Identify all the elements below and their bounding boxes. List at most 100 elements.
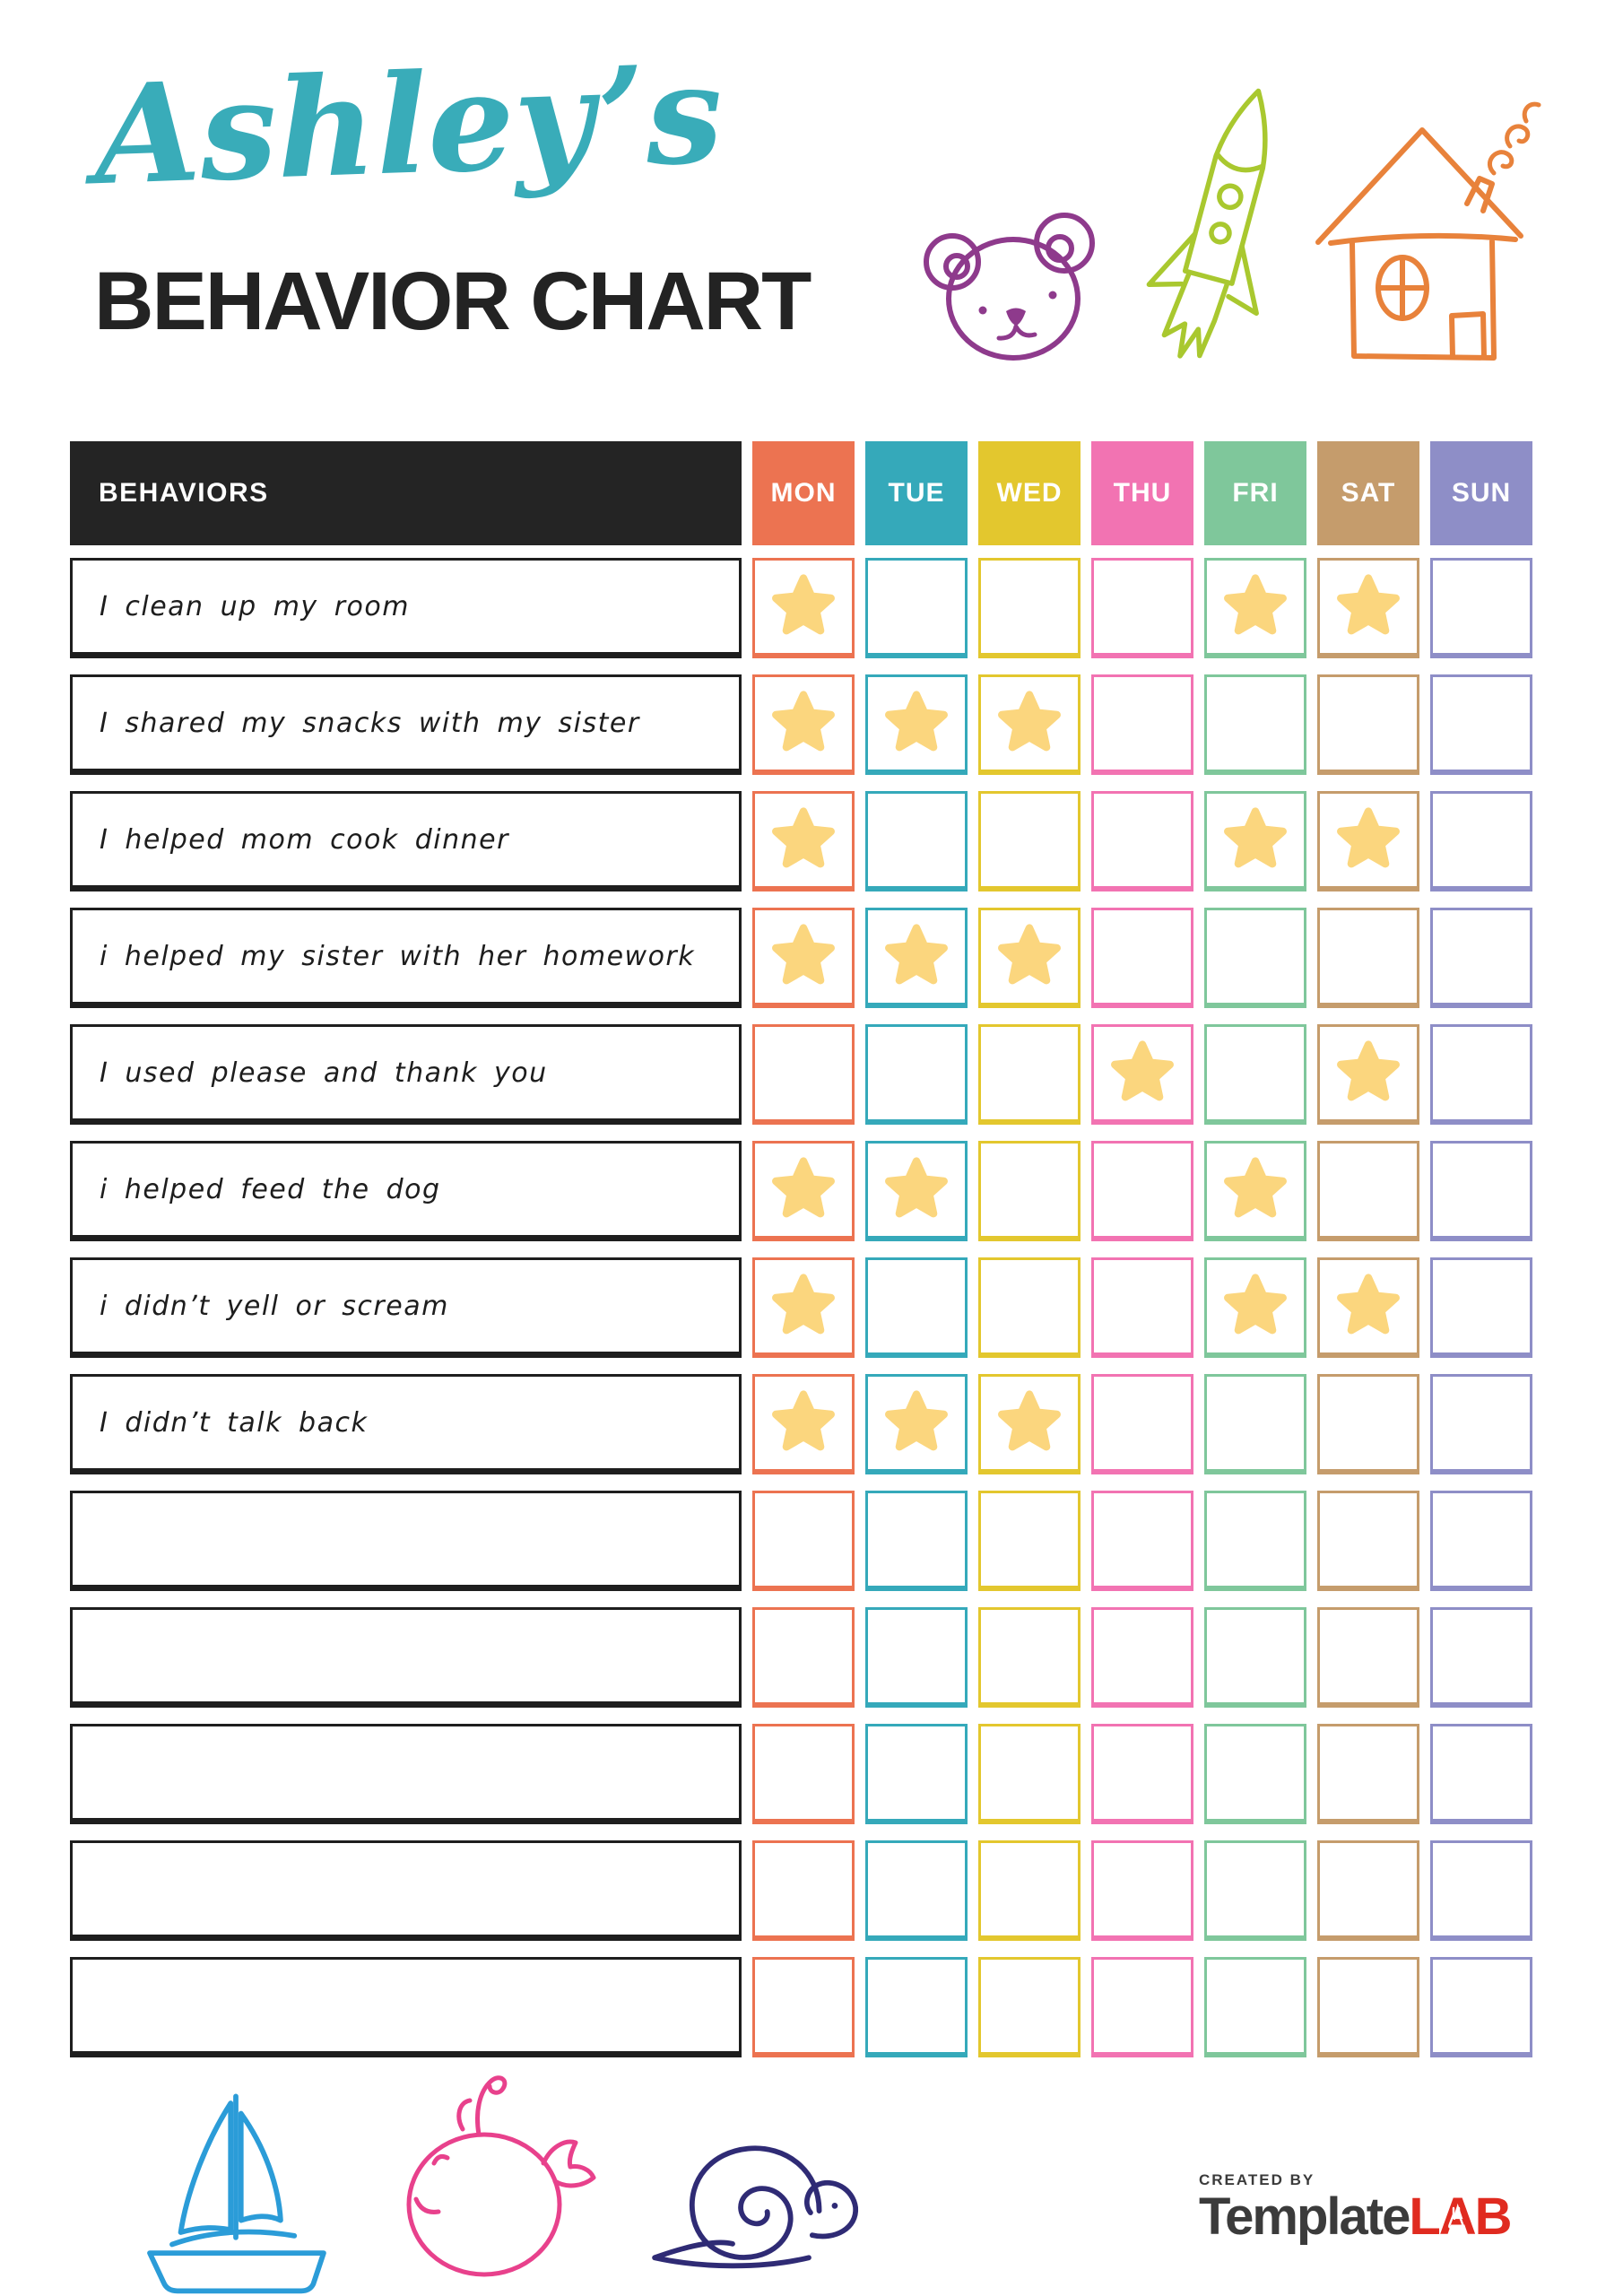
day-header-thu: THU (1091, 441, 1193, 545)
page-title: BEHAVIOR CHART (94, 256, 812, 347)
behavior-label-row-10 (70, 1607, 742, 1708)
cell-mon-row-8 (752, 1374, 855, 1474)
cell-wed-row-12 (978, 1840, 1081, 1941)
cell-thu-row-13 (1091, 1957, 1193, 2057)
cell-fri-row-10 (1204, 1607, 1306, 1708)
cell-sun-row-2 (1430, 674, 1532, 775)
star-icon (885, 690, 948, 751)
cell-fri-row-7 (1204, 1257, 1306, 1358)
cell-fri-row-5 (1204, 1024, 1306, 1125)
behavior-label-row-6: i helped feed the dog (70, 1141, 742, 1241)
day-header-wed: WED (978, 441, 1081, 545)
cell-wed-row-13 (978, 1957, 1081, 2057)
star-icon (885, 923, 948, 984)
cell-sun-row-9 (1430, 1491, 1532, 1591)
house-doodle-icon (1289, 94, 1549, 363)
brand-lab-text: LAB (1409, 2187, 1512, 2246)
day-header-sun: SUN (1430, 441, 1532, 545)
brand-template-text: Template (1199, 2187, 1410, 2246)
cell-sun-row-5 (1430, 1024, 1532, 1125)
snail-doodle-icon (632, 2127, 883, 2275)
cell-sun-row-4 (1430, 908, 1532, 1008)
cell-mon-row-6 (752, 1141, 855, 1241)
cell-fri-row-6 (1204, 1141, 1306, 1241)
chart-body: I clean up my room I shared my snacks wit… (70, 558, 1532, 2057)
cell-fri-row-4 (1204, 908, 1306, 1008)
child-name-title: Ashley’s (91, 32, 725, 216)
behaviors-column-header: BEHAVIORS (70, 441, 742, 545)
cell-sun-row-6 (1430, 1141, 1532, 1241)
behavior-label-row-13 (70, 1957, 742, 2057)
cell-fri-row-1 (1204, 558, 1306, 658)
cell-mon-row-7 (752, 1257, 855, 1358)
cell-wed-row-6 (978, 1141, 1081, 1241)
star-icon (1337, 573, 1400, 634)
cell-fri-row-2 (1204, 674, 1306, 775)
cell-thu-row-4 (1091, 908, 1193, 1008)
cell-fri-row-12 (1204, 1840, 1306, 1941)
day-header-sat: SAT (1317, 441, 1419, 545)
sailboat-doodle-icon (124, 2083, 348, 2296)
star-icon (772, 573, 835, 634)
star-icon (772, 1273, 835, 1334)
cell-mon-row-1 (752, 558, 855, 658)
cell-sat-row-12 (1317, 1840, 1419, 1941)
cell-thu-row-3 (1091, 791, 1193, 891)
cell-sat-row-7 (1317, 1257, 1419, 1358)
day-header-fri: FRI (1204, 441, 1306, 545)
star-icon (1111, 1039, 1174, 1100)
cell-mon-row-9 (752, 1491, 855, 1591)
cell-mon-row-11 (752, 1724, 855, 1824)
star-icon (772, 690, 835, 751)
cell-mon-row-10 (752, 1607, 855, 1708)
star-icon (1224, 806, 1287, 867)
cell-sat-row-6 (1317, 1141, 1419, 1241)
cell-sun-row-3 (1430, 791, 1532, 891)
cell-mon-row-2 (752, 674, 855, 775)
star-icon (1337, 1039, 1400, 1100)
behavior-label-row-7: i didn’t yell or scream (70, 1257, 742, 1358)
cell-thu-row-10 (1091, 1607, 1193, 1708)
cell-thu-row-12 (1091, 1840, 1193, 1941)
cell-mon-row-4 (752, 908, 855, 1008)
cell-thu-row-6 (1091, 1141, 1193, 1241)
cell-tue-row-7 (865, 1257, 968, 1358)
cell-thu-row-1 (1091, 558, 1193, 658)
behavior-chart-table: BEHAVIORS MON TUE WED THU FRI SAT SUN I clean … (70, 441, 1532, 2057)
cell-mon-row-12 (752, 1840, 855, 1941)
star-icon (1224, 573, 1287, 634)
cell-tue-row-9 (865, 1491, 968, 1591)
cell-sat-row-3 (1317, 791, 1419, 891)
created-by-label: CREATED BY (1199, 2171, 1315, 2188)
cell-wed-row-1 (978, 558, 1081, 658)
cell-fri-row-13 (1204, 1957, 1306, 2057)
behavior-label-row-3: I helped mom cook dinner (70, 791, 742, 891)
star-icon (1337, 806, 1400, 867)
behavior-label-row-8: I didn’t talk back (70, 1374, 742, 1474)
behavior-label-row-2: I shared my snacks with my sister (70, 674, 742, 775)
cell-mon-row-3 (752, 791, 855, 891)
cell-sun-row-8 (1430, 1374, 1532, 1474)
cell-fri-row-9 (1204, 1491, 1306, 1591)
cell-sun-row-7 (1430, 1257, 1532, 1358)
cell-tue-row-12 (865, 1840, 968, 1941)
star-icon (772, 923, 835, 984)
rocket-doodle-icon (1095, 59, 1347, 400)
cell-tue-row-8 (865, 1374, 968, 1474)
cell-thu-row-7 (1091, 1257, 1193, 1358)
star-icon (998, 923, 1061, 984)
cell-tue-row-3 (865, 791, 968, 891)
star-icon (998, 1389, 1061, 1450)
cell-wed-row-3 (978, 791, 1081, 891)
star-icon (772, 1156, 835, 1217)
behavior-label-row-4: i helped my sister with her homework (70, 908, 742, 1008)
cell-mon-row-13 (752, 1957, 855, 2057)
cell-tue-row-4 (865, 908, 968, 1008)
cell-thu-row-11 (1091, 1724, 1193, 1824)
cell-wed-row-5 (978, 1024, 1081, 1125)
cell-fri-row-11 (1204, 1724, 1306, 1824)
cell-sat-row-2 (1317, 674, 1419, 775)
templatelab-logo: CREATED BY TemplateLAB (1199, 2171, 1513, 2246)
cell-sun-row-12 (1430, 1840, 1532, 1941)
